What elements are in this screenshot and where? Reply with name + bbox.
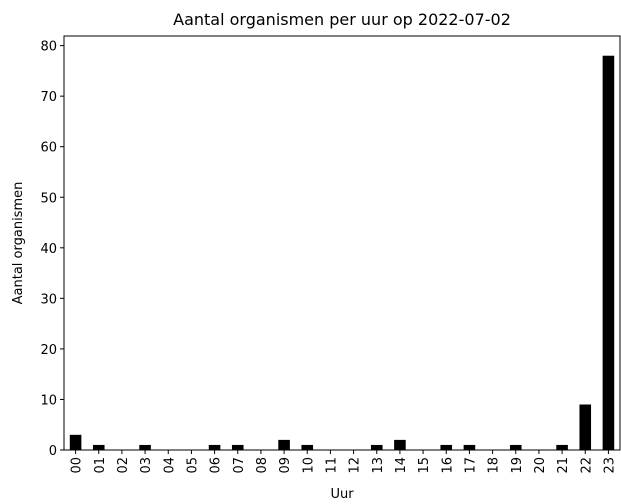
x-tick-label: 22 [579,457,594,474]
x-tick-label: 10 [301,457,316,474]
x-tick-label: 00 [70,457,85,474]
x-tick-label: 04 [162,457,177,474]
x-tick-label: 13 [371,457,386,474]
x-tick-label: 15 [417,457,432,474]
x-tick-label: 03 [139,457,154,474]
y-tick-label: 50 [40,191,57,206]
bar [440,444,453,450]
chart-title: Aantal organismen per uur op 2022-07-02 [173,10,511,29]
bar [509,444,522,450]
x-tick-label: 17 [463,457,478,474]
axes-frame [63,35,621,451]
x-tick-label: 21 [556,457,571,474]
x-tick-label: 16 [440,457,455,474]
y-tick-label: 0 [49,444,57,459]
bar [602,55,615,450]
x-tick-label: 05 [185,457,200,474]
y-tick-label: 80 [40,40,57,55]
bar [579,404,592,450]
y-tick-label: 40 [40,242,57,257]
bar [208,444,221,450]
y-axis-label: Aantal organismen [11,182,26,305]
x-tick-label: 06 [209,457,224,474]
x-tick-label: 09 [278,457,293,474]
bar [139,444,151,450]
bar [92,444,105,450]
bar [301,444,314,450]
y-tick-label: 60 [40,141,57,156]
x-tick-label: 08 [255,457,270,474]
y-tick-label: 20 [40,343,57,358]
x-tick-label: 02 [116,457,131,474]
x-tick-label: 19 [510,457,525,474]
x-tick-label: 11 [324,457,339,474]
bar [69,434,82,450]
x-tick-label: 01 [93,457,108,474]
bar [463,444,476,450]
x-axis-label: Uur [330,487,354,502]
y-tick-label: 10 [40,393,57,408]
bar [394,439,406,450]
bar [231,444,244,450]
y-tick-label: 30 [40,292,57,307]
y-tick-label: 70 [40,90,57,105]
x-tick-label: 07 [232,457,247,474]
x-tick-label: 20 [533,457,548,474]
bar [278,439,290,450]
x-tick-label: 12 [348,457,363,474]
bar [556,444,568,450]
x-tick-label: 14 [394,457,409,474]
x-tick-label: 18 [487,457,502,474]
bar [370,444,383,450]
x-tick-label: 23 [602,457,617,474]
